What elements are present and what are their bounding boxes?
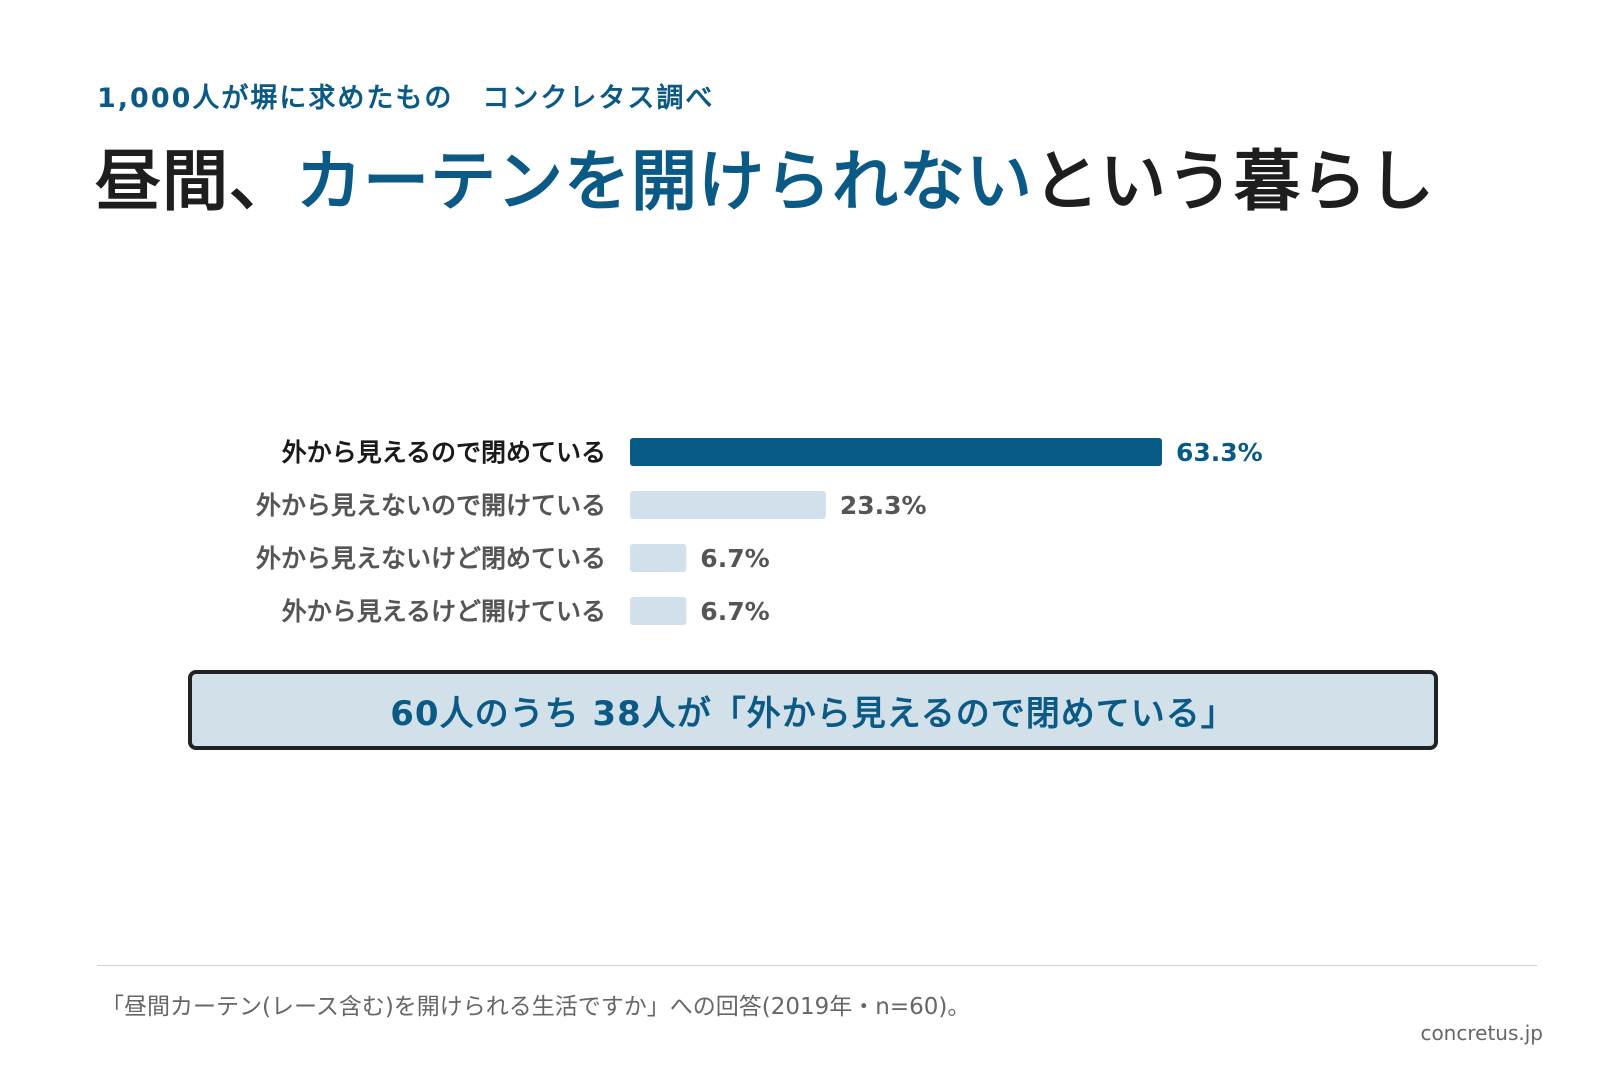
bar xyxy=(630,597,687,625)
bar xyxy=(630,491,826,519)
value-label: 63.3% xyxy=(1176,438,1263,467)
callout-text: 60人のうち 38人が「外から見えるので閉めている」 xyxy=(390,693,1236,734)
value-label: 6.7% xyxy=(700,544,769,573)
bar-chart: 外から見えるので閉めている 63.3% 外から見えないので開けている 23.3% 外から… xyxy=(256,438,1263,626)
divider xyxy=(97,965,1537,966)
category-label: 外から見えるけど開けている xyxy=(282,597,606,626)
category-label: 外から見えるので閉めている xyxy=(282,438,606,467)
callout-box: 60人のうち 38人が「外から見えるので閉めている」 xyxy=(188,670,1438,750)
subtitle: 1,000人が塀に求めたもの コンクレタス調べ xyxy=(97,83,715,114)
category-label: 外から見えないので開けている xyxy=(256,491,606,520)
bar xyxy=(630,544,687,572)
title-highlight: カーテンを開けられない xyxy=(296,143,1033,220)
source-credit: concretus.jp xyxy=(1420,1021,1543,1045)
bar xyxy=(630,438,1162,466)
footnote: 「昼間カーテン(レース含む)を開けられる生活ですか」への回答(2019年・n=6… xyxy=(101,994,971,1020)
title-part-3: という暮らし xyxy=(1033,143,1435,220)
value-label: 23.3% xyxy=(840,491,927,520)
title-part-1: 昼間、 xyxy=(95,143,296,220)
category-label: 外から見えないけど閉めている xyxy=(256,544,606,573)
value-label: 6.7% xyxy=(700,597,769,626)
page-title: 昼間、カーテンを開けられないという暮らし xyxy=(95,128,1435,224)
